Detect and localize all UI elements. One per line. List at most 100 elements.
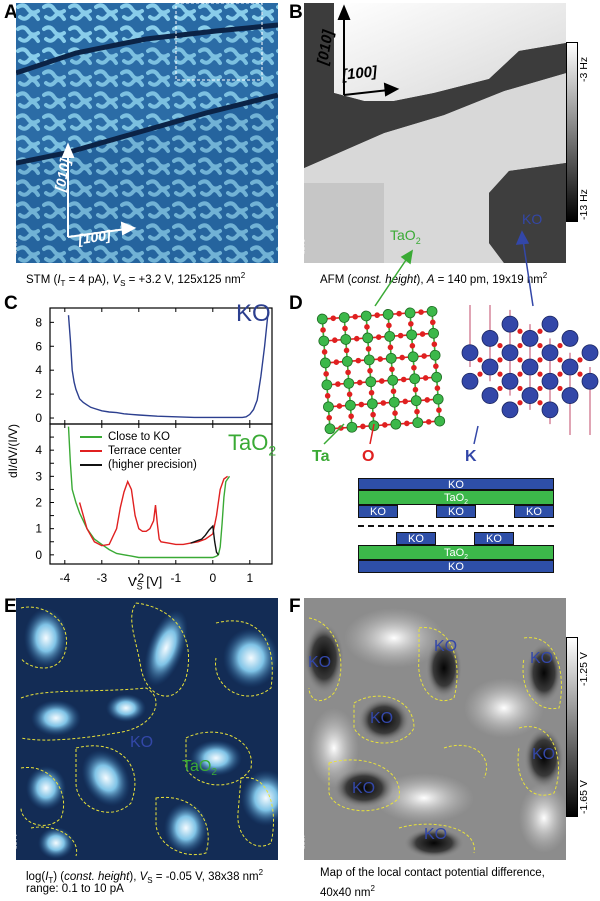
series-line	[78, 475, 229, 547]
o-atom	[357, 379, 363, 386]
lcpd-map-f: KO KO KO KO KO KO KO 3567	[304, 598, 566, 860]
colorbar-b-top: -3 Hz	[578, 56, 590, 82]
y-tick-label: 1	[35, 522, 42, 536]
ta-atom	[319, 357, 331, 369]
o-atom	[355, 357, 362, 364]
x-axis-label: VS [V]	[128, 574, 163, 592]
o-atom	[434, 385, 441, 391]
o-atom	[332, 337, 338, 344]
ta-atom	[316, 313, 328, 325]
o-atom	[497, 357, 503, 363]
o-atom	[421, 353, 427, 359]
stack1-ko-island-3: KO	[514, 505, 554, 518]
ko-label-f-6: KO	[352, 780, 376, 797]
image-id-e: 3574	[16, 833, 20, 850]
y-tick-label: 2	[35, 496, 42, 510]
ta-atom	[360, 310, 372, 322]
ta-atom	[387, 374, 399, 386]
k-atom	[541, 401, 559, 419]
ta-atom	[340, 334, 352, 345]
o-atom	[399, 354, 405, 361]
x-tick-label: 1	[246, 571, 253, 585]
y-tick-label: 6	[35, 339, 42, 353]
legend-item-terrace: Terrace center	[80, 444, 197, 458]
o-atom	[380, 400, 387, 406]
contact-potential-image	[304, 598, 566, 860]
log-current-image	[16, 598, 278, 860]
layer-stack-2: KO KO TaO2 KO	[358, 532, 554, 576]
k-atom	[461, 344, 479, 362]
o-atom	[537, 371, 543, 377]
o-atom	[517, 400, 523, 406]
k-atom	[501, 372, 519, 390]
ta-atom	[410, 395, 422, 407]
k-atom	[481, 358, 499, 376]
ta-atom	[434, 415, 446, 427]
panel-letter-d: D	[289, 293, 303, 314]
ta-atom	[406, 329, 418, 341]
y-tick-label: 4	[35, 363, 42, 377]
stack2-ko-island-1: KO	[396, 532, 436, 545]
ta-atom	[409, 373, 421, 385]
ko-label-f-5: KO	[532, 746, 556, 763]
ko-label-f-4: KO	[370, 710, 394, 727]
x-tick-label: 0	[209, 571, 216, 585]
ko-spectrum-plot	[67, 310, 269, 419]
ko-label-f-3: KO	[530, 650, 554, 667]
ta-atom	[429, 349, 441, 361]
series-line	[67, 426, 231, 559]
o-atom	[408, 321, 414, 327]
o-atom	[517, 328, 523, 334]
chart-axes: 0 2 4 6 8 0 1 2 3 4 -4 -3 -2 -1 0 1	[35, 307, 273, 585]
o-atom	[497, 342, 503, 349]
o-atom	[342, 325, 348, 332]
ko-label-f-7: KO	[424, 826, 448, 843]
k-atom	[581, 344, 599, 362]
o-atom	[517, 357, 523, 363]
caption-e-line1: log(IT) (const. height), VS = -0.05 V, 3…	[26, 868, 264, 886]
panel-letter-c: C	[4, 293, 18, 314]
ta-atom	[338, 312, 350, 323]
x-tick-label: -3	[96, 571, 107, 585]
tao2-label-e: TaO2	[182, 758, 217, 779]
y-axis-label: dI/dV/(I/V)	[6, 423, 20, 478]
ta-label: Ta	[312, 448, 330, 465]
x-tick-label: -2	[133, 571, 144, 585]
caption-a: STM (IT = 4 pA), VS = +3.2 V, 125x125 nm…	[26, 271, 246, 289]
o-atom	[352, 313, 359, 320]
ko-label-e: KO	[130, 734, 154, 751]
o-atom	[335, 381, 341, 387]
y-tick-label: 2	[35, 387, 42, 401]
caption-e-line2: range: 0.1 to 10 pA	[26, 883, 124, 895]
stack2-ko-island-2: KO	[474, 532, 514, 545]
o-atom	[343, 347, 350, 354]
ta-atom	[362, 332, 374, 344]
afm-image-b: [010] [100] KO TaO2 3571	[304, 3, 566, 263]
o-atom	[346, 391, 353, 398]
k-atom	[541, 344, 559, 362]
o-atom	[336, 403, 343, 409]
legend: Close to KO Terrace center (higher preci…	[80, 430, 197, 472]
o-atom	[477, 357, 483, 363]
ta-atom	[404, 307, 416, 319]
o-atom	[370, 411, 376, 418]
ta-atom	[428, 327, 439, 339]
k-atom	[521, 358, 539, 376]
o-atom	[326, 414, 333, 421]
o-atom	[377, 356, 384, 362]
ta-atom	[365, 376, 377, 388]
colorbar-f-top: -1.25 V	[578, 652, 590, 686]
ta-atom	[385, 352, 397, 364]
o-atom	[396, 310, 402, 317]
o-atom	[477, 371, 483, 377]
k-atom	[521, 330, 539, 347]
o-atom	[358, 401, 365, 408]
stack1-ko-island-1: KO	[358, 505, 398, 518]
o-atom	[360, 423, 366, 430]
ta-atom	[382, 309, 394, 320]
o-atom	[400, 376, 407, 383]
ta-atom	[388, 396, 400, 408]
bottom-plot-frame	[49, 423, 273, 565]
lattice-pointers	[323, 423, 479, 445]
tao2-panel-label: TaO2	[228, 430, 277, 459]
